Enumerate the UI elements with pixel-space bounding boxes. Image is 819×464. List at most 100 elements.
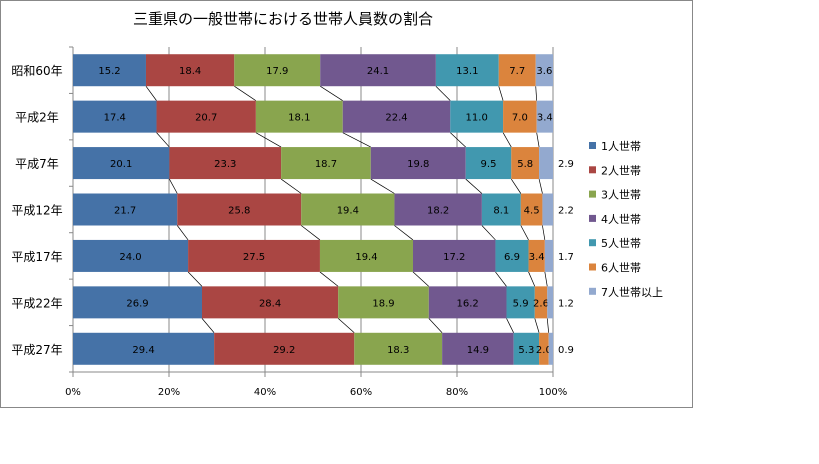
legend-label: 1人世帯 (601, 140, 641, 153)
data-label: 28.4 (259, 298, 281, 309)
data-label: 19.4 (337, 206, 359, 217)
bar-segment (320, 54, 436, 87)
x-tick-label: 80% (446, 387, 468, 398)
data-label: 17.2 (443, 252, 465, 263)
data-label: 0.9 (558, 345, 574, 356)
bar-segment (542, 193, 553, 226)
data-label: 11.0 (466, 113, 488, 124)
series-line (156, 132, 170, 148)
legend-label: 2人世帯 (601, 164, 641, 177)
series-line (495, 271, 507, 287)
bar-segment (511, 147, 540, 180)
category-label: 昭和60年 (11, 64, 62, 78)
data-label: 26.9 (126, 298, 148, 309)
series-line (538, 178, 543, 194)
series-line (255, 132, 282, 148)
category-label: 平成12年 (11, 204, 62, 218)
bar-segment (73, 239, 189, 272)
legend-label: 4人世帯 (601, 213, 641, 226)
series-line (546, 318, 550, 333)
series-line (370, 178, 395, 194)
bar-segment (481, 193, 521, 226)
category-label: 平成7年 (15, 157, 59, 171)
series-line (301, 225, 321, 241)
bar-segment (301, 193, 395, 226)
data-label: 25.8 (228, 206, 250, 217)
data-label: 9.5 (481, 159, 497, 170)
bar-segment (539, 332, 549, 365)
series-line (320, 85, 343, 101)
data-label: 18.9 (372, 298, 394, 309)
series-line (450, 132, 466, 148)
legend-swatch (589, 263, 596, 271)
bar-segment (281, 147, 371, 180)
bar-segment (370, 147, 466, 180)
data-label: 20.7 (195, 113, 217, 124)
bar-segment (73, 147, 170, 180)
bar-segment (495, 239, 529, 272)
data-label: 2.6 (533, 298, 549, 309)
series-line (234, 85, 257, 101)
bar-segment (73, 332, 215, 365)
data-label: 19.8 (407, 159, 429, 170)
data-label: 1.2 (558, 298, 574, 309)
data-label: 18.7 (315, 159, 337, 170)
series-line (342, 132, 371, 148)
bar-segment (534, 286, 548, 319)
bar-segment (528, 239, 545, 272)
series-line (412, 271, 430, 287)
bar-segment (535, 54, 553, 87)
data-label: 18.3 (387, 345, 409, 356)
data-label: 5.9 (513, 298, 529, 309)
series-line (506, 318, 514, 333)
legend-swatch (589, 190, 596, 198)
bar-segment (506, 286, 535, 319)
data-label: 5.8 (517, 159, 533, 170)
data-label: 18.2 (427, 206, 449, 217)
series-line (520, 225, 529, 241)
legend-swatch (589, 166, 596, 174)
category-label: 平成27年 (11, 343, 62, 357)
x-tick-label: 20% (158, 387, 180, 398)
bar-segment (177, 193, 302, 226)
data-label: 17.4 (104, 113, 126, 124)
series-line (169, 178, 178, 194)
legend-label: 7人世帯以上 (601, 286, 663, 299)
series-line (465, 178, 483, 194)
bar-segment (214, 332, 355, 365)
series-line (145, 86, 157, 101)
x-tick-label: 40% (254, 387, 276, 398)
data-label: 14.9 (467, 345, 489, 356)
data-label: 3.4 (537, 113, 553, 124)
series-line (510, 178, 522, 194)
data-label: 24.1 (367, 66, 389, 77)
data-label: 29.4 (132, 345, 154, 356)
data-label: 15.2 (98, 66, 120, 77)
series-line (319, 271, 339, 287)
legend-swatch (589, 287, 596, 295)
bar-segment (319, 239, 413, 272)
series-line (542, 225, 546, 240)
series-line (528, 271, 536, 287)
x-tick-label: 100% (539, 387, 568, 398)
data-label: 3.4 (529, 252, 545, 263)
bar-segment (394, 193, 482, 226)
bar-segment (156, 100, 256, 133)
data-label: 21.7 (114, 206, 136, 217)
series-line (481, 225, 496, 241)
data-label: 22.4 (385, 113, 407, 124)
bar-segment (234, 54, 321, 87)
bar-segment (145, 54, 235, 87)
data-label: 13.1 (456, 66, 478, 77)
series-line (535, 86, 538, 101)
x-tick-label: 0% (65, 387, 81, 398)
series-line (337, 318, 355, 334)
bar-segment (520, 193, 543, 226)
data-label: 6.9 (504, 252, 520, 263)
series-line (176, 225, 189, 241)
series-line (534, 318, 540, 333)
data-label: 2.2 (558, 206, 574, 217)
bar-segment (73, 54, 146, 87)
bar-segment (73, 286, 202, 319)
